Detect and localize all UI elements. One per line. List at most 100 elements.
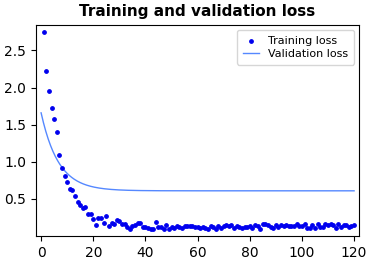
Training loss xyxy=(226,224,232,228)
Training loss xyxy=(171,226,177,230)
Training loss xyxy=(114,218,120,223)
Training loss xyxy=(132,223,138,227)
Training loss xyxy=(317,225,323,229)
Training loss xyxy=(174,224,180,228)
Training loss xyxy=(273,223,279,227)
Training loss xyxy=(176,225,182,229)
Training loss xyxy=(294,222,300,226)
Training loss xyxy=(59,166,65,171)
Training loss xyxy=(278,223,284,227)
Training loss xyxy=(252,223,258,227)
Training loss xyxy=(187,224,193,228)
Training loss xyxy=(166,227,172,231)
Training loss xyxy=(189,224,195,228)
Training loss xyxy=(223,223,229,228)
Validation loss xyxy=(265,189,269,192)
Line: Validation loss: Validation loss xyxy=(41,113,354,191)
Training loss xyxy=(122,222,128,226)
Training loss xyxy=(153,220,159,225)
Training loss xyxy=(83,205,89,209)
Training loss xyxy=(249,226,255,230)
Training loss xyxy=(310,223,315,227)
Training loss xyxy=(286,224,292,228)
Training loss xyxy=(205,227,211,231)
Training loss xyxy=(101,221,107,225)
Title: Training and validation loss: Training and validation loss xyxy=(80,4,316,19)
Validation loss xyxy=(236,189,240,192)
Training loss xyxy=(111,222,117,226)
Training loss xyxy=(98,216,104,220)
Training loss xyxy=(169,225,174,229)
Training loss xyxy=(328,222,334,226)
Training loss xyxy=(208,224,214,228)
Training loss xyxy=(103,214,109,218)
Training loss xyxy=(80,206,86,210)
Training loss xyxy=(241,225,247,229)
Training loss xyxy=(93,223,99,227)
Training loss xyxy=(307,226,313,230)
Validation loss xyxy=(77,180,81,183)
Training loss xyxy=(341,223,347,228)
Training loss xyxy=(67,187,73,191)
Training loss xyxy=(265,223,271,227)
Training loss xyxy=(325,223,331,227)
Training loss xyxy=(262,222,268,226)
Training loss xyxy=(129,224,135,228)
Training loss xyxy=(124,225,130,229)
Validation loss xyxy=(141,189,145,192)
Training loss xyxy=(281,224,287,228)
Training loss xyxy=(247,224,253,228)
Training loss xyxy=(289,223,295,228)
Training loss xyxy=(213,227,219,231)
Training loss xyxy=(150,227,156,231)
Training loss xyxy=(228,223,234,227)
Training loss xyxy=(349,224,355,228)
Training loss xyxy=(210,225,216,229)
Training loss xyxy=(70,187,76,192)
Training loss xyxy=(236,225,242,229)
Validation loss xyxy=(163,189,167,192)
Training loss xyxy=(202,226,208,230)
Training loss xyxy=(46,89,52,93)
Training loss xyxy=(88,212,94,216)
Training loss xyxy=(119,222,125,226)
Training loss xyxy=(85,212,91,216)
Training loss xyxy=(254,224,260,228)
Training loss xyxy=(234,224,240,228)
Training loss xyxy=(315,222,321,226)
Training loss xyxy=(90,217,96,221)
Training loss xyxy=(343,223,349,227)
Training loss xyxy=(106,224,112,228)
Validation loss xyxy=(39,111,43,114)
Training loss xyxy=(62,174,68,178)
Training loss xyxy=(221,224,227,228)
Training loss xyxy=(215,224,221,228)
Training loss xyxy=(338,225,344,229)
Training loss xyxy=(304,226,310,230)
Training loss xyxy=(351,223,357,228)
Training loss xyxy=(257,227,263,231)
Legend: Training loss, Validation loss: Training loss, Validation loss xyxy=(237,30,354,64)
Training loss xyxy=(283,223,289,227)
Training loss xyxy=(336,222,341,226)
Training loss xyxy=(197,225,203,230)
Training loss xyxy=(140,225,146,229)
Training loss xyxy=(161,227,167,231)
Training loss xyxy=(77,202,83,207)
Training loss xyxy=(57,153,62,157)
Training loss xyxy=(72,194,78,199)
Training loss xyxy=(96,215,102,220)
Training loss xyxy=(330,223,336,228)
Training loss xyxy=(142,224,148,229)
Training loss xyxy=(145,226,151,230)
Training loss xyxy=(64,180,70,184)
Training loss xyxy=(44,69,49,73)
Training loss xyxy=(239,225,245,230)
Training loss xyxy=(137,221,143,225)
Training loss xyxy=(182,224,187,229)
Training loss xyxy=(109,221,115,225)
Training loss xyxy=(346,225,352,229)
Training loss xyxy=(41,30,47,34)
Training loss xyxy=(260,222,266,227)
Training loss xyxy=(163,223,169,227)
